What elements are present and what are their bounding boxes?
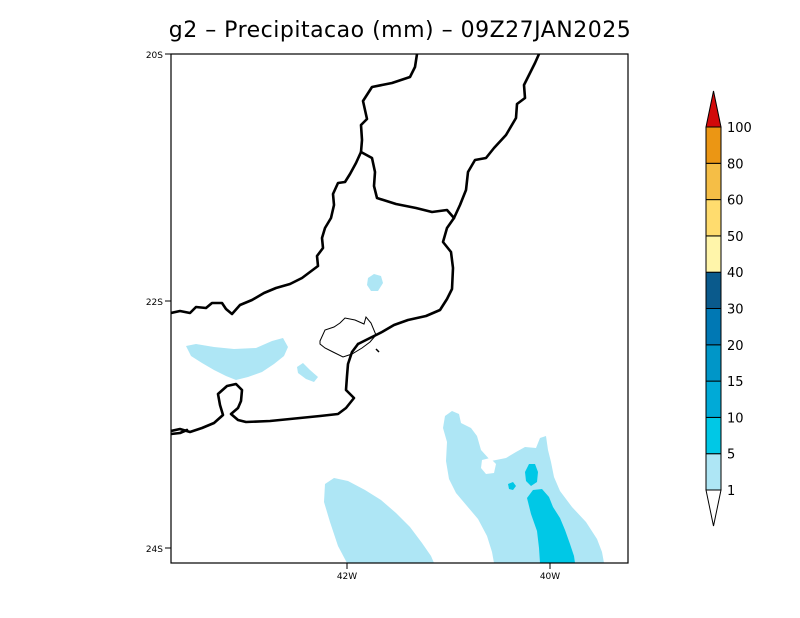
precip-5-10mm: [508, 464, 575, 563]
colorbar-label-10: 10: [727, 411, 744, 426]
precip-area-inland-small: [367, 274, 383, 291]
precip-1-5mm: [186, 274, 604, 563]
precip-area-inland-west: [186, 338, 288, 380]
border-mg-es: [359, 54, 541, 220]
colorbar-under-triangle: [705, 489, 722, 527]
colorbar-label-15: 15: [727, 375, 744, 390]
colorbar-box-30: [705, 271, 722, 310]
colorbar-label-100: 100: [727, 121, 752, 136]
colorbar-box-40: [705, 235, 722, 273]
colorbar-label-80: 80: [727, 157, 744, 172]
lat-label-20s: 20S: [146, 51, 163, 61]
lon-label-42w: 42W: [337, 572, 357, 582]
map-title: g2 – Precipitacao (mm) – 09Z27JAN2025: [168, 18, 632, 43]
precip-area-offshore-east: [443, 411, 604, 563]
map-frame: [170, 53, 629, 564]
colorbar-box-5: [705, 416, 722, 455]
lat-label-22s: 22S: [146, 298, 163, 308]
map-area: [171, 54, 628, 563]
colorbar-box-10: [705, 380, 722, 418]
precip-area-inland-blob: [297, 363, 318, 382]
lon-label-40w: 40W: [540, 572, 560, 582]
colorbar-over-triangle: [705, 90, 722, 128]
lat-label-24s: 24S: [146, 545, 163, 555]
border-mg-south: [171, 54, 419, 316]
ocean-background: [171, 54, 628, 563]
colorbar-box-15: [705, 344, 722, 382]
colorbar-label-1: 1: [727, 484, 735, 499]
colorbar-box-60: [705, 162, 722, 201]
municipality-boundary: [319, 315, 377, 358]
precip-area-offshore-west: [324, 478, 434, 563]
colorbar-label-60: 60: [727, 194, 744, 209]
island-marker: [375, 348, 380, 353]
colorbar-box-80: [705, 126, 722, 164]
state-borders: [171, 54, 541, 436]
colorbar-label-5: 5: [727, 448, 735, 463]
axis-ticks: [165, 53, 551, 569]
precip-core-south: [527, 489, 575, 563]
precip-gap: [481, 458, 496, 474]
precip-core-north: [525, 464, 538, 486]
border-es-rj: [356, 216, 456, 346]
border-mg-rj: [171, 428, 189, 436]
colorbar-box-1: [705, 453, 722, 491]
colorbar-label-50: 50: [727, 230, 744, 245]
colorbar-box-50: [705, 199, 722, 237]
colorbar-label-20: 20: [727, 339, 744, 354]
colorbar-label-30: 30: [727, 303, 744, 318]
colorbar-label-40: 40: [727, 266, 744, 281]
colorbar-box-20: [705, 308, 722, 346]
coastline-rj: [171, 342, 360, 434]
precip-core-spot: [508, 482, 516, 490]
